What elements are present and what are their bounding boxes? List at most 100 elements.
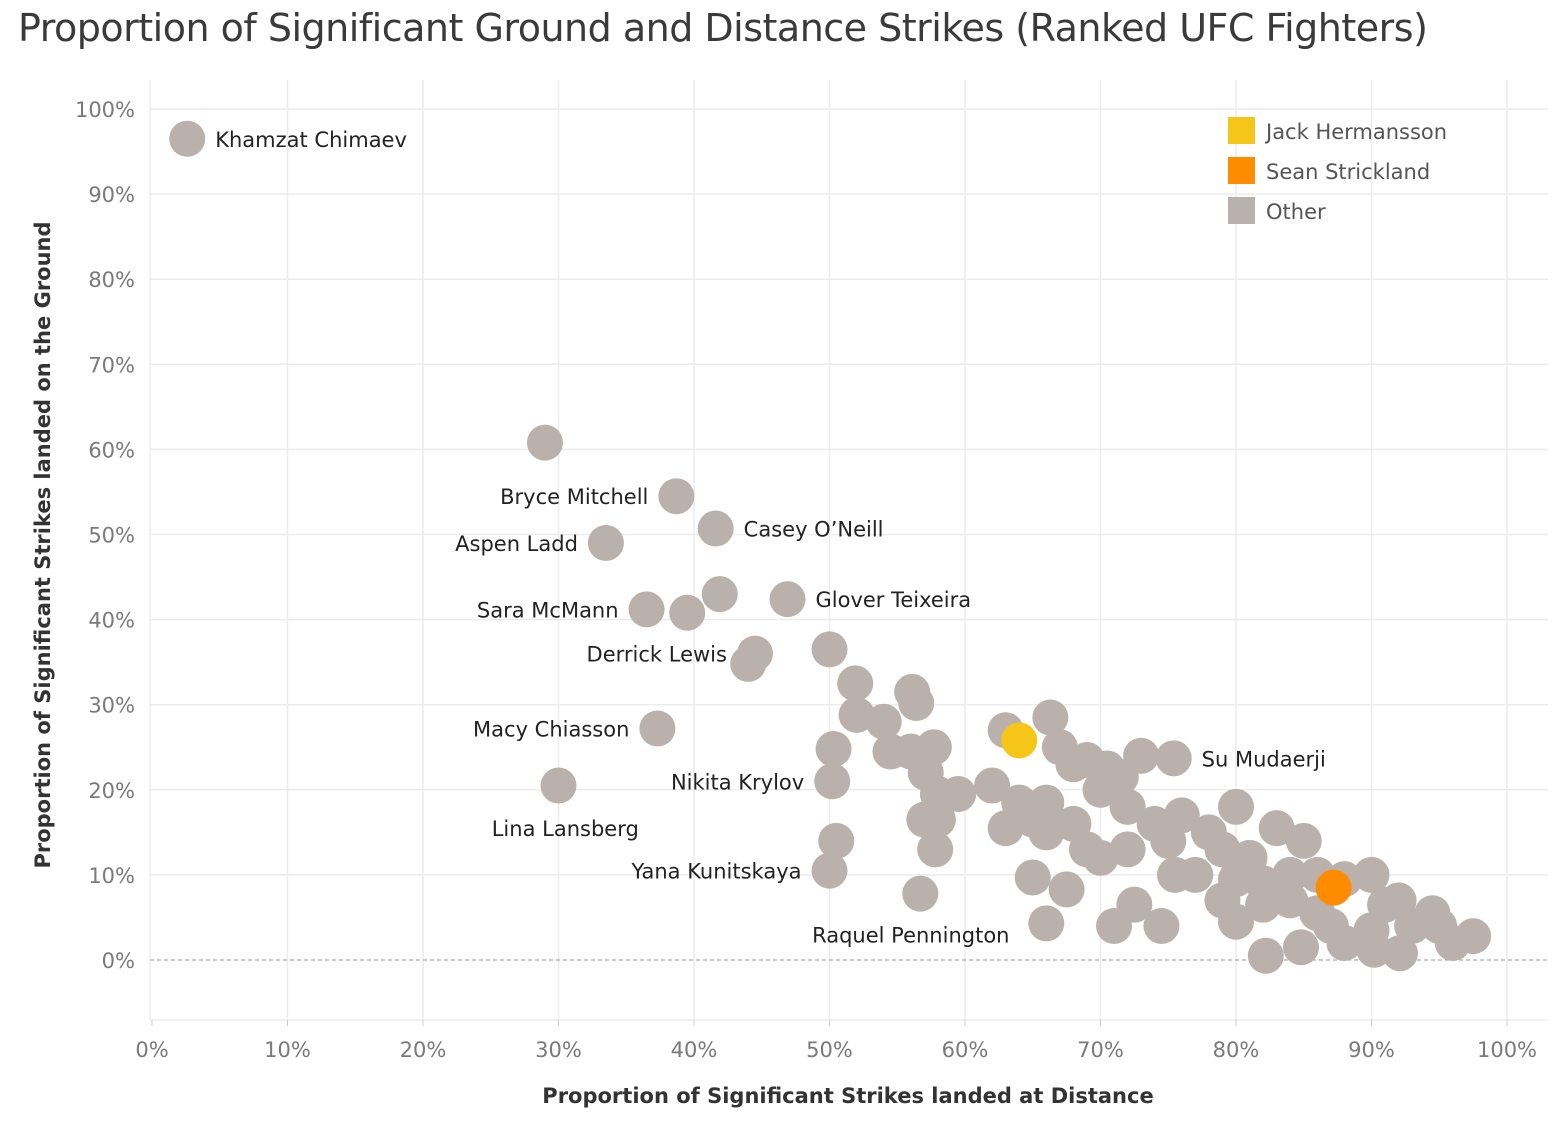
x-tick-label: 20% xyxy=(400,1038,447,1062)
y-tick-label: 90% xyxy=(88,183,135,207)
data-point xyxy=(1155,740,1192,777)
data-point xyxy=(1272,882,1309,919)
legend-swatch xyxy=(1228,157,1255,184)
point-label: Nikita Krylov xyxy=(671,770,804,794)
data-point xyxy=(1367,886,1404,923)
y-tick-label: 20% xyxy=(88,779,135,803)
legend-swatch xyxy=(1228,117,1255,144)
data-point xyxy=(769,581,806,618)
x-tick-label: 10% xyxy=(264,1038,311,1062)
y-tick-label: 0% xyxy=(102,949,135,973)
data-point xyxy=(1048,871,1085,908)
data-point xyxy=(730,645,767,682)
x-tick-label: 0% xyxy=(135,1038,168,1062)
x-tick-label: 60% xyxy=(942,1038,989,1062)
data-point xyxy=(1283,929,1320,966)
point-label: Casey O’Neill xyxy=(744,518,884,542)
data-point xyxy=(587,525,624,562)
y-tick-label: 70% xyxy=(88,353,135,377)
point-label: Aspen Ladd xyxy=(455,532,578,556)
x-tick-label: 40% xyxy=(671,1038,718,1062)
y-tick-label: 50% xyxy=(88,524,135,548)
data-point xyxy=(669,594,706,631)
data-point xyxy=(1218,903,1254,940)
x-tick-label: 70% xyxy=(1077,1038,1124,1062)
y-axis-title: Proportion of Significant Strikes landed… xyxy=(31,221,55,868)
point-label: Macy Chiasson xyxy=(473,718,629,742)
data-point xyxy=(838,696,875,733)
data-point xyxy=(987,810,1024,847)
data-point xyxy=(1109,788,1146,825)
point-labels: Khamzat Chimaev Bryce Mitchell Casey O’Nei… xyxy=(215,128,1326,948)
x-tick-label: 100% xyxy=(1477,1038,1537,1062)
data-point xyxy=(1381,935,1418,972)
data-point xyxy=(1218,788,1254,825)
data-point xyxy=(1326,924,1363,961)
data-point xyxy=(815,730,852,767)
y-tick-label: 10% xyxy=(88,864,135,888)
x-tick-label: 50% xyxy=(806,1038,853,1062)
chart-title: Proportion of Significant Ground and Dis… xyxy=(18,6,1428,50)
point-label: Glover Teixeira xyxy=(815,588,971,612)
data-point xyxy=(837,665,874,702)
data-point xyxy=(974,767,1011,804)
data-point xyxy=(811,852,848,889)
point-label: Bryce Mitchell xyxy=(500,485,648,509)
data-point xyxy=(540,767,577,804)
data-point xyxy=(658,478,695,515)
data-point xyxy=(865,703,902,740)
point-label: Khamzat Chimaev xyxy=(215,128,407,152)
data-point xyxy=(818,822,855,859)
data-point xyxy=(1028,905,1065,942)
data-point xyxy=(1014,859,1051,896)
data-point xyxy=(898,684,935,721)
data-point xyxy=(917,831,954,868)
x-tick-label: 90% xyxy=(1348,1038,1395,1062)
data-point xyxy=(940,776,977,813)
data-point xyxy=(1258,810,1295,847)
data-point xyxy=(1082,839,1119,876)
y-tick-label: 100% xyxy=(75,98,135,122)
point-label: Su Mudaerji xyxy=(1202,747,1326,771)
y-tick-label: 80% xyxy=(88,268,135,292)
data-point xyxy=(169,120,206,157)
data-point xyxy=(1247,937,1284,974)
data-point xyxy=(1315,869,1352,906)
data-point xyxy=(1096,907,1133,944)
legend: Jack Hermansson Sean Strickland Other xyxy=(1228,117,1447,224)
legend-label: Jack Hermansson xyxy=(1264,120,1447,144)
legend-label: Other xyxy=(1266,200,1326,224)
data-point xyxy=(1157,856,1194,893)
data-point xyxy=(701,576,738,613)
data-point xyxy=(526,424,563,461)
data-point xyxy=(919,801,956,838)
data-point xyxy=(1001,722,1038,759)
data-point xyxy=(1028,814,1065,851)
data-point xyxy=(814,763,851,800)
point-label: Raquel Pennington xyxy=(812,923,1009,947)
y-tick-label: 30% xyxy=(88,694,135,718)
x-tick-label: 30% xyxy=(535,1038,582,1062)
data-point xyxy=(1455,918,1492,955)
axis-ticks: 0% 10% 20% 30% 40% 50% 60% 70% 80% 90% 100% 0% 10% 20… xyxy=(75,98,1537,1062)
point-label: Sara McMann xyxy=(477,598,619,622)
data-point xyxy=(1109,831,1146,868)
data-point xyxy=(1143,907,1180,944)
data-point xyxy=(1032,699,1069,736)
y-tick-label: 60% xyxy=(88,438,135,462)
point-label: Derrick Lewis xyxy=(587,643,727,667)
y-tick-label: 40% xyxy=(88,609,135,633)
x-tick-label: 80% xyxy=(1213,1038,1260,1062)
x-axis-title: Proportion of Significant Strikes landed… xyxy=(542,1084,1153,1108)
legend-label: Sean Strickland xyxy=(1266,160,1430,184)
data-point xyxy=(902,875,939,912)
data-point xyxy=(1204,831,1241,868)
data-point xyxy=(639,710,676,747)
data-point xyxy=(628,591,665,628)
data-point xyxy=(811,631,848,668)
data-point xyxy=(1082,771,1119,808)
point-label: Lina Lansberg xyxy=(492,817,639,841)
legend-swatch xyxy=(1228,197,1255,224)
point-label: Yana Kunitskaya xyxy=(631,860,802,884)
